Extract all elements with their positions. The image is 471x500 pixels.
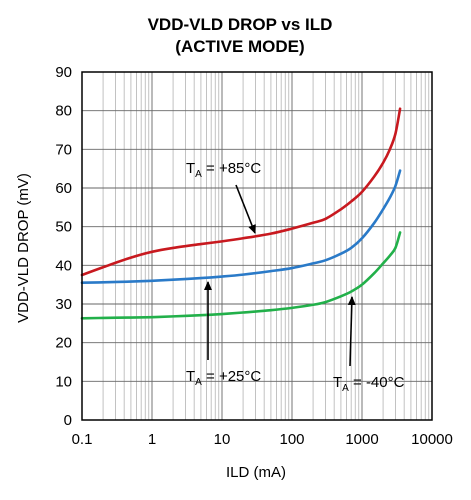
annotation-ta-25c: TA = +25°C	[186, 368, 261, 388]
annotation-ta-85c: TA = +85°C	[186, 160, 261, 180]
y-tick-labels: 0 10 20 30 40 50 60 70 80 90	[55, 64, 72, 429]
x-tick-label: 1000	[345, 431, 378, 448]
x-tick-labels: 0.1 1 10 100 1000 10000	[72, 431, 453, 448]
y-tick-label: 60	[55, 180, 72, 197]
y-tick-label: 80	[55, 103, 72, 120]
y-tick-label: 0	[64, 412, 72, 429]
minor-gridlines	[102, 72, 430, 420]
y-tick-label: 90	[55, 64, 72, 81]
series-layer	[80, 107, 402, 320]
y-tick-label: 40	[55, 257, 72, 274]
series-line-minus40c	[80, 231, 402, 320]
x-tick-label: 0.1	[72, 431, 93, 448]
y-tick-label: 30	[55, 296, 72, 313]
y-axis-label: VDD-VLD DROP (mV)	[15, 173, 32, 323]
x-tick-label: 10	[214, 431, 231, 448]
annotation-arrow	[347, 296, 356, 367]
y-tick-label: 20	[55, 335, 72, 352]
y-tick-label: 70	[55, 141, 72, 158]
x-axis-label: ILD (mA)	[226, 464, 286, 481]
y-tick-label: 10	[55, 373, 72, 390]
chart-title-line-2: (ACTIVE MODE)	[175, 37, 304, 56]
series-line-85c	[80, 107, 402, 277]
plot-frame	[81, 71, 433, 421]
x-tick-label: 100	[279, 431, 304, 448]
annotations: TA = +85°C TA = +25°C TA = -40°C	[186, 160, 405, 394]
chart-title-line-1: VDD-VLD DROP vs ILD	[148, 15, 333, 34]
series-line-25c	[80, 169, 402, 285]
x-tick-label: 10000	[411, 431, 453, 448]
y-tick-label: 50	[55, 219, 72, 236]
annotation-ta-minus40c: TA = -40°C	[333, 374, 405, 394]
annotation-arrow	[235, 184, 256, 234]
x-tick-label: 1	[148, 431, 156, 448]
